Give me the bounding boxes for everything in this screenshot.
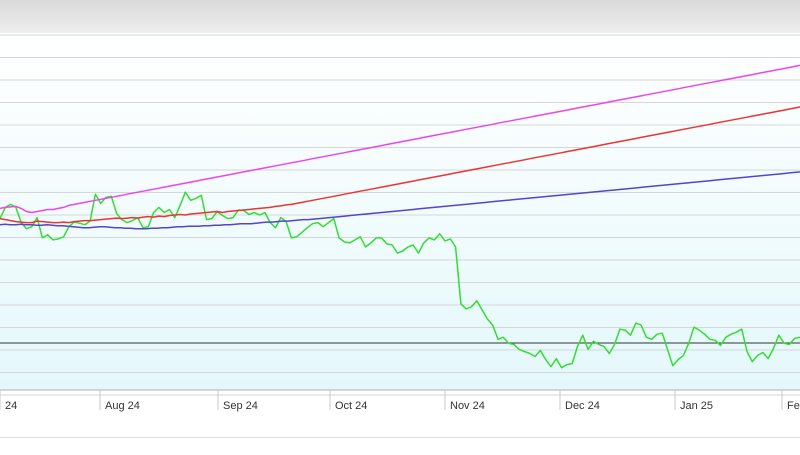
x-tick-label: Nov 24 [450,400,485,412]
x-tick-label: Dec 24 [565,400,600,412]
plot-background [0,35,800,390]
x-tick-label: Sep 24 [223,400,258,412]
chart-header-band [0,0,800,33]
x-tick-label: Fe [787,400,800,412]
x-tick-label: Oct 24 [335,400,367,412]
x-tick-label: 24 [5,400,17,412]
series-line-3 [0,171,800,230]
series-line-2 [0,64,800,214]
x-tick-label: Jan 25 [680,400,713,412]
x-tick-label: Aug 24 [105,400,140,412]
footer-rule [0,437,800,438]
series-line-0 [0,191,800,369]
series-line-1 [0,106,800,224]
